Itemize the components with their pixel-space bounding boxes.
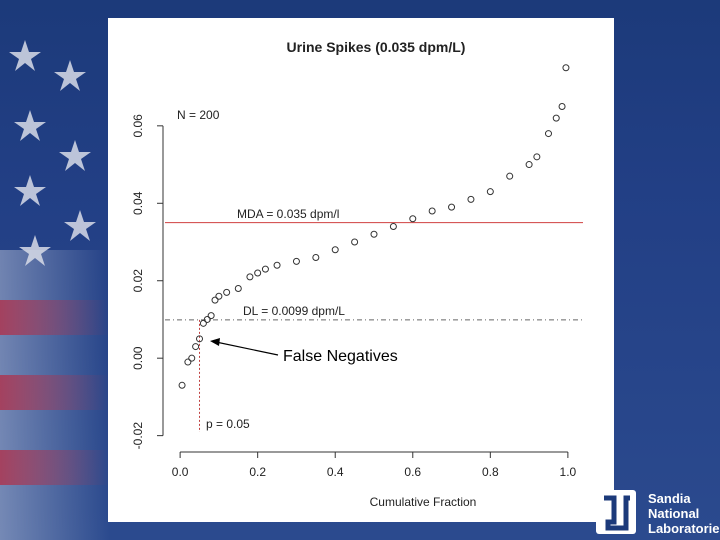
point — [192, 343, 200, 351]
point — [215, 292, 223, 300]
point — [261, 265, 269, 273]
annotation: N = 200 — [177, 108, 220, 122]
logo-text: Sandia — [648, 491, 691, 506]
point — [486, 188, 494, 196]
y-tick-label: -0.02 — [131, 422, 145, 450]
logo-text: National — [648, 506, 699, 521]
y-tick-label: 0.02 — [131, 269, 145, 293]
point — [234, 284, 242, 292]
point — [409, 215, 417, 223]
x-axis-label: Cumulative Fraction — [370, 495, 477, 509]
point — [273, 261, 281, 269]
point — [188, 354, 196, 362]
x-tick-label: 1.0 — [560, 465, 577, 479]
point — [292, 257, 300, 265]
x-tick-label: 0.6 — [404, 465, 421, 479]
point — [428, 207, 436, 215]
point — [203, 315, 211, 323]
x-tick-label: 0.4 — [327, 465, 344, 479]
arrow — [215, 341, 279, 356]
point — [254, 269, 262, 277]
x-tick-label: 0.2 — [249, 465, 266, 479]
point — [207, 312, 215, 320]
point — [544, 130, 552, 138]
annotation: MDA = 0.035 dpm/l — [237, 207, 339, 221]
point — [178, 381, 186, 389]
x-tick-label: 0.8 — [482, 465, 499, 479]
point — [184, 358, 192, 366]
y-tick-label: 0.04 — [131, 191, 145, 215]
point — [448, 203, 456, 211]
annotation: p = 0.05 — [206, 417, 250, 431]
point — [223, 288, 231, 296]
y-tick-label: 0.00 — [131, 346, 145, 370]
point — [312, 254, 320, 261]
point — [351, 238, 359, 246]
point — [196, 335, 204, 343]
point — [562, 64, 570, 72]
point — [533, 153, 541, 161]
arrow-head — [210, 338, 220, 346]
x-tick-label: 0.0 — [172, 465, 189, 479]
callout: False Negatives — [283, 348, 398, 365]
logo-text: Laboratories — [648, 521, 720, 536]
logo: Sandia National Laboratories — [596, 490, 720, 536]
point — [506, 172, 514, 180]
point — [211, 296, 219, 304]
point — [558, 102, 566, 110]
y-tick-label: 0.06 — [131, 114, 145, 138]
point — [525, 161, 533, 169]
point — [552, 114, 560, 122]
annotation: DL = 0.0099 dpm/L — [243, 304, 345, 318]
point — [389, 223, 397, 231]
point — [467, 195, 475, 203]
point — [246, 273, 254, 281]
point — [331, 246, 339, 254]
chart-title: Urine Spikes (0.035 dpm/L) — [287, 39, 466, 55]
point — [199, 319, 207, 327]
point — [370, 230, 378, 238]
